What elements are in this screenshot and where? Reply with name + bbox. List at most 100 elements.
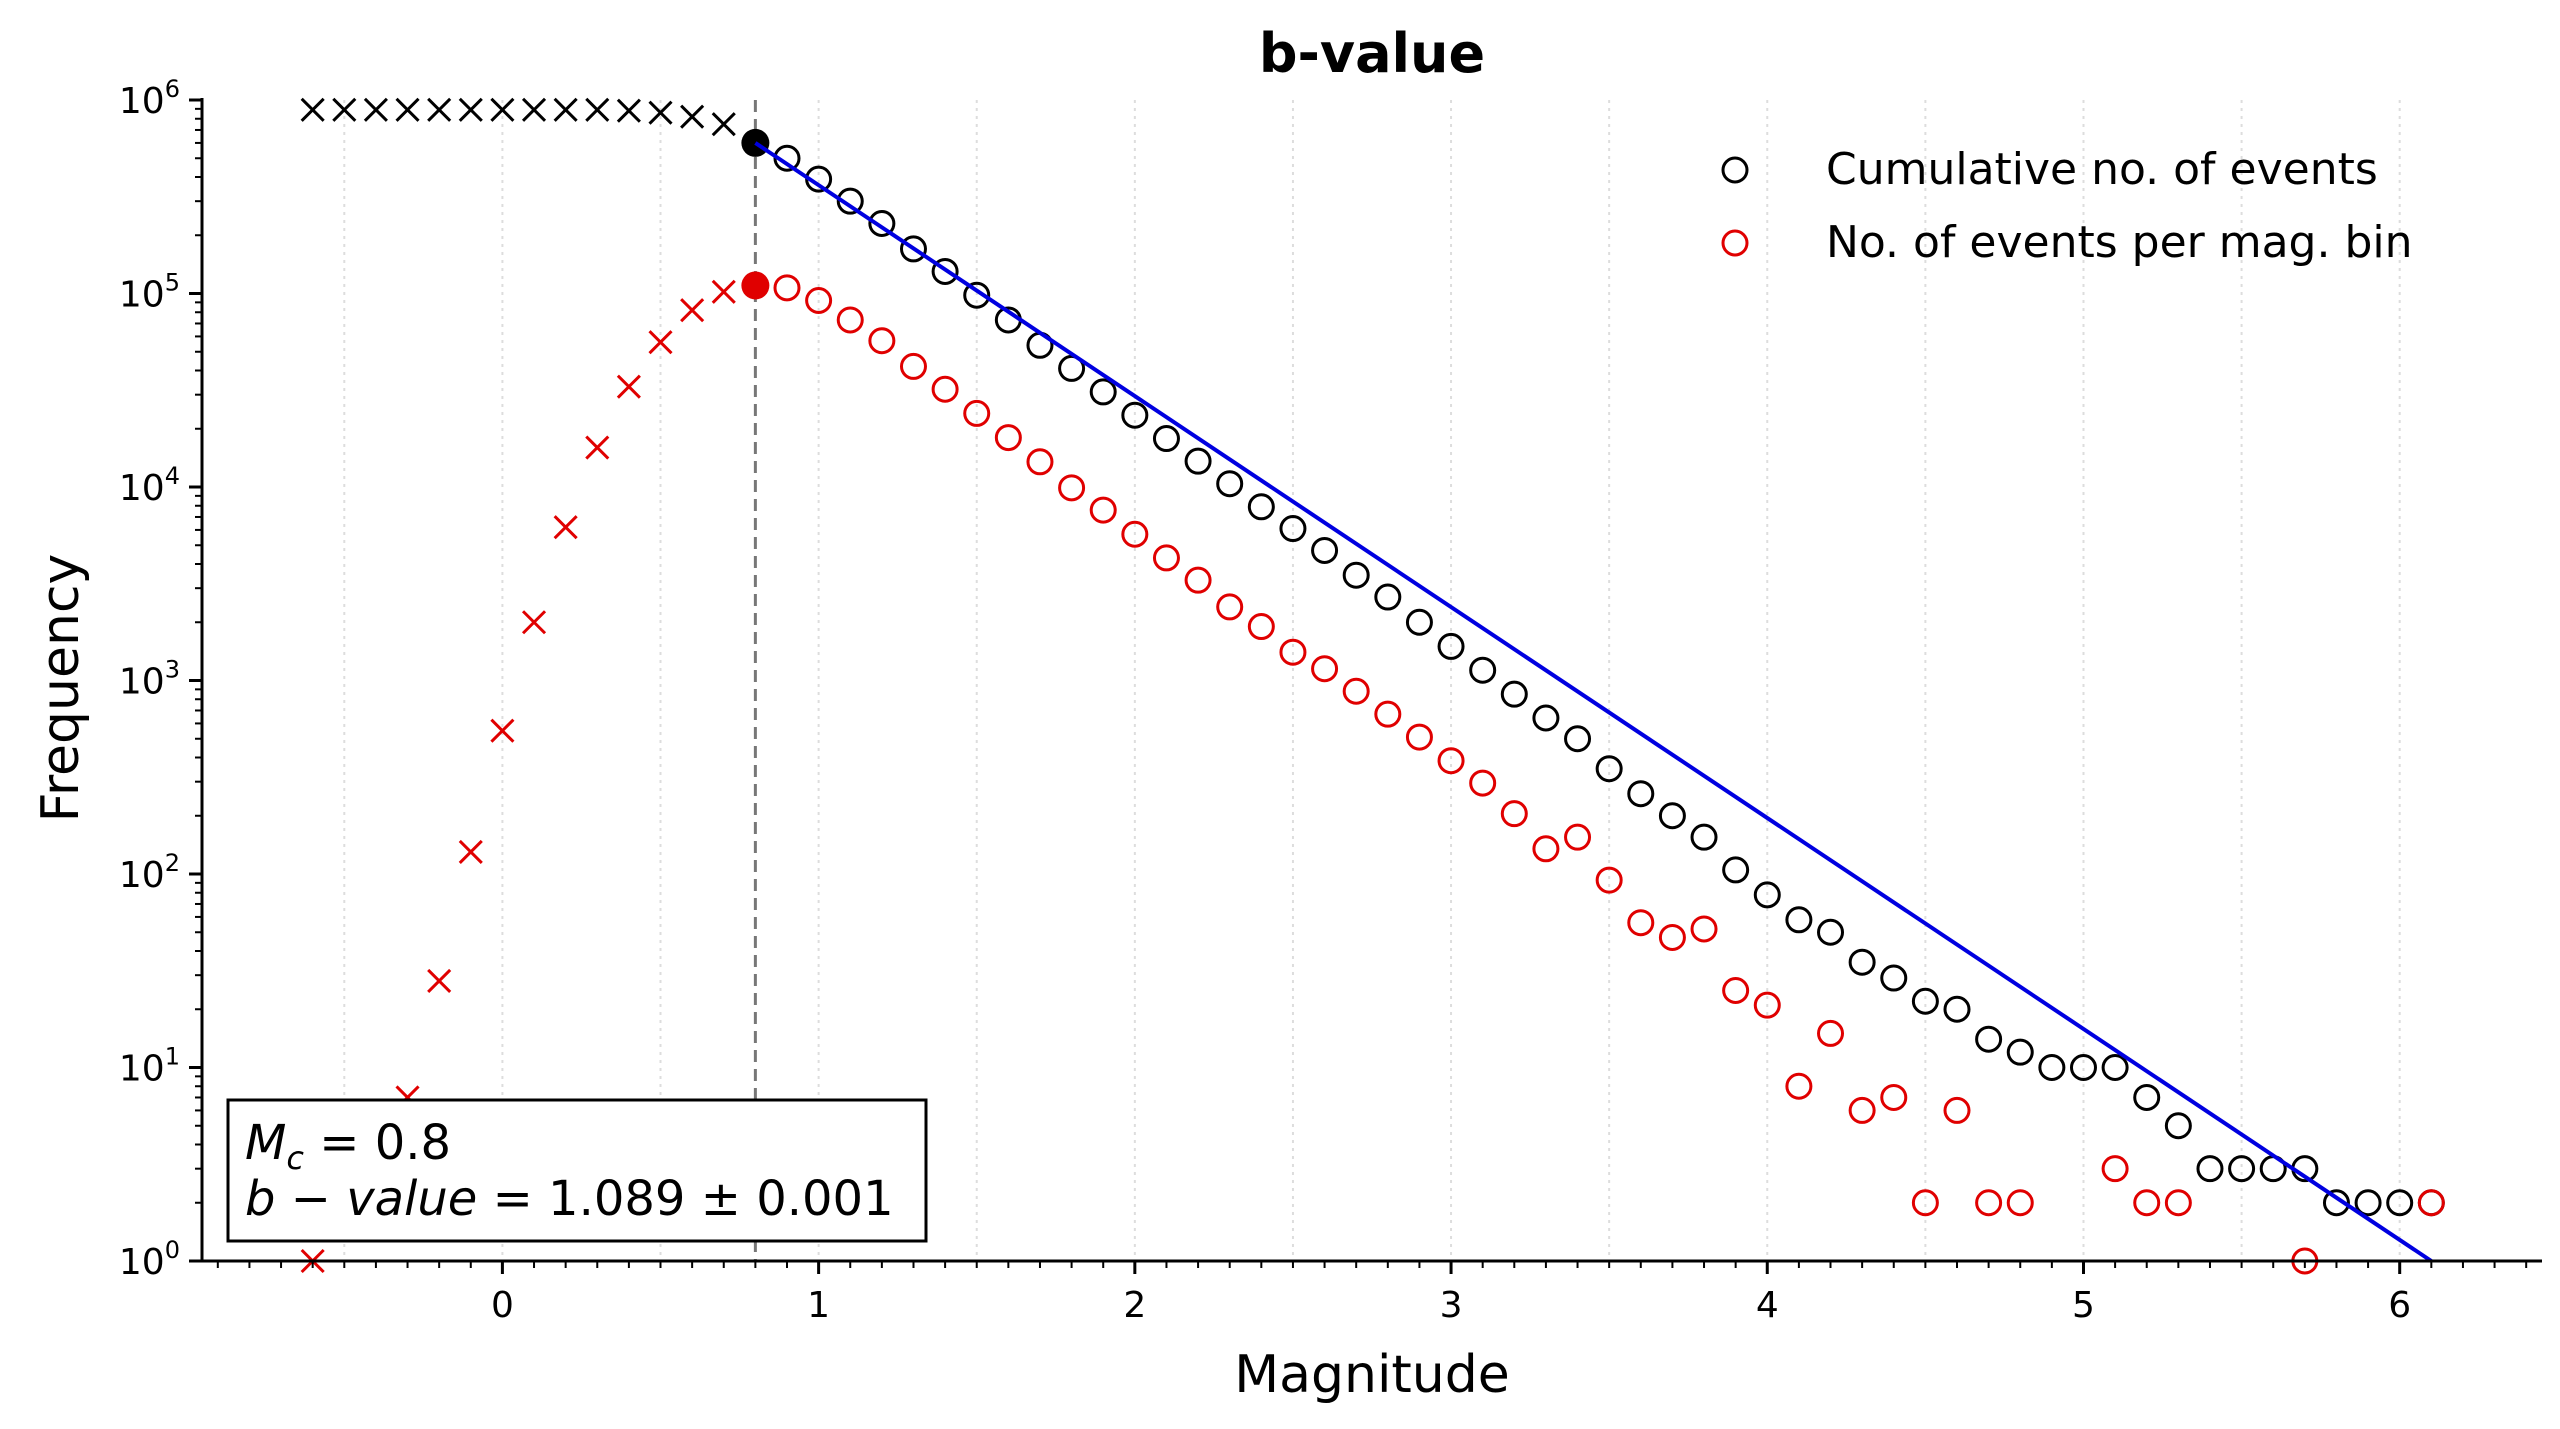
cumulative-below-mc-point (585, 97, 610, 122)
per_bin-point (899, 352, 927, 380)
fit-line (754, 141, 2433, 1263)
legend-marker-per-bin (1721, 229, 1749, 257)
cumulative-point (2101, 1054, 2129, 1081)
cumulative-point (2164, 1112, 2192, 1140)
cumulative-point (1753, 881, 1781, 909)
per_bin-point (1532, 835, 1560, 863)
cumulative-point (1817, 918, 1845, 946)
cumulative-point (2386, 1189, 2414, 1217)
per_bin-point (1342, 677, 1370, 705)
per-bin-below-mc-point (458, 839, 483, 865)
cumulative-point (1469, 656, 1497, 684)
per_bin-point (1184, 566, 1212, 594)
per_bin-point (1247, 613, 1275, 641)
cumulative-point (1405, 608, 1433, 636)
cumulative-point (1311, 536, 1339, 564)
cumulative-point (2006, 1038, 2034, 1066)
cumulative-below-mc-point (680, 104, 705, 129)
cumulative-point (1058, 354, 1086, 382)
per_bin-point (836, 306, 864, 334)
cumulative-point (1374, 583, 1402, 611)
legend-label-cumulative: Cumulative no. of events (1826, 144, 2378, 195)
per_bin-point (1279, 638, 1307, 666)
cumulative-point (1690, 823, 1718, 851)
per-bin-below-mc-point (427, 968, 452, 994)
x-axis-label: Magnitude (1234, 1345, 1510, 1405)
per_bin-point (805, 287, 833, 315)
y-tick-label: 106 (119, 75, 180, 122)
cumulative-below-mc-point (711, 112, 736, 137)
per_bin-point (1975, 1189, 2003, 1217)
per_bin-point (1848, 1096, 1876, 1124)
cumulative-point (2038, 1054, 2066, 1081)
cumulative-point (1595, 755, 1623, 783)
cumulative-below-mc-point (458, 97, 483, 122)
per_bin-point (1216, 593, 1244, 621)
annotation-mc: Mc = 0.8 (245, 1115, 451, 1177)
per-bin-below-mc-point (521, 610, 547, 635)
per_bin-point (1595, 866, 1623, 894)
per_bin-point (2164, 1189, 2192, 1217)
axes (200, 98, 2542, 1263)
legend-label-per-bin: No. of events per mag. bin (1826, 217, 2413, 268)
y-tick-label: 100 (119, 1236, 180, 1283)
cumulative-point (1880, 964, 1908, 992)
cumulative-below-mc-point (490, 97, 515, 122)
x-tick-label: 1 (807, 1285, 830, 1326)
x-tick-label: 2 (1123, 1285, 1146, 1326)
x-tick-label: 4 (1756, 1285, 1779, 1326)
cumulative-point (1342, 561, 1370, 589)
cumulative-point (868, 210, 896, 238)
annotation-box: Mc = 0.8 b − value = 1.089 ± 0.001 (226, 1098, 928, 1243)
cumulative-point (963, 281, 991, 309)
legend-marker-cumulative (1721, 156, 1749, 184)
per_bin-point (1121, 520, 1149, 548)
y-tick-label: 102 (119, 849, 180, 896)
per_bin-point (1880, 1083, 1908, 1111)
y-tick-label: 103 (119, 656, 180, 703)
per-bin-below-mc-point (553, 515, 578, 540)
per_bin-point (1722, 976, 1750, 1004)
cumulative-point (2322, 1189, 2350, 1217)
per_bin-point (1500, 800, 1528, 828)
per_bin-point (1564, 823, 1592, 851)
cumulative-point (836, 187, 864, 215)
per_bin-point (2133, 1189, 2161, 1217)
y-tick-label: 101 (119, 1043, 180, 1090)
ticks: 0 1 2 3 4 5 6 100 101 102 103 104 105 106 (119, 75, 2528, 1326)
per_bin-point (1152, 544, 1180, 572)
per_bin-point (1405, 723, 1433, 751)
cumulative-point (931, 257, 959, 285)
cumulative-point (1975, 1025, 2003, 1053)
mc-point-per_bin (741, 271, 770, 300)
per-bin-below-mc-point (616, 374, 641, 399)
per-bin-below-mc-point (648, 330, 673, 355)
per_bin-point (1911, 1189, 1939, 1217)
cumulative-point (1089, 378, 1117, 406)
per_bin-point (1785, 1072, 1813, 1100)
per_bin-point (1943, 1096, 1971, 1124)
per_bin-point (994, 424, 1022, 452)
y-tick-label: 105 (119, 269, 180, 316)
cumulative-point (1121, 401, 1149, 429)
cumulative-point (1532, 704, 1560, 732)
cumulative-below-mc-point (521, 97, 547, 122)
per_bin-point (1469, 769, 1497, 797)
per_bin-point (2417, 1189, 2445, 1217)
per_bin-point (1374, 700, 1402, 728)
data-series (300, 97, 2445, 1275)
cumulative-point (1184, 447, 1212, 475)
cumulative-below-mc-point (616, 98, 641, 123)
per_bin-point (1658, 923, 1686, 951)
cumulative-below-mc-point (427, 97, 452, 122)
cumulative-point (1722, 856, 1750, 884)
cumulative-point (1564, 725, 1592, 753)
cumulative-point (1943, 995, 1971, 1023)
x-tick-label: 0 (491, 1285, 514, 1326)
per-bin-below-mc-point (585, 435, 610, 460)
y-tick-label: 104 (119, 462, 180, 509)
per_bin-point (1817, 1019, 1845, 1047)
per_bin-point (963, 399, 991, 427)
cumulative-point (1785, 906, 1813, 934)
